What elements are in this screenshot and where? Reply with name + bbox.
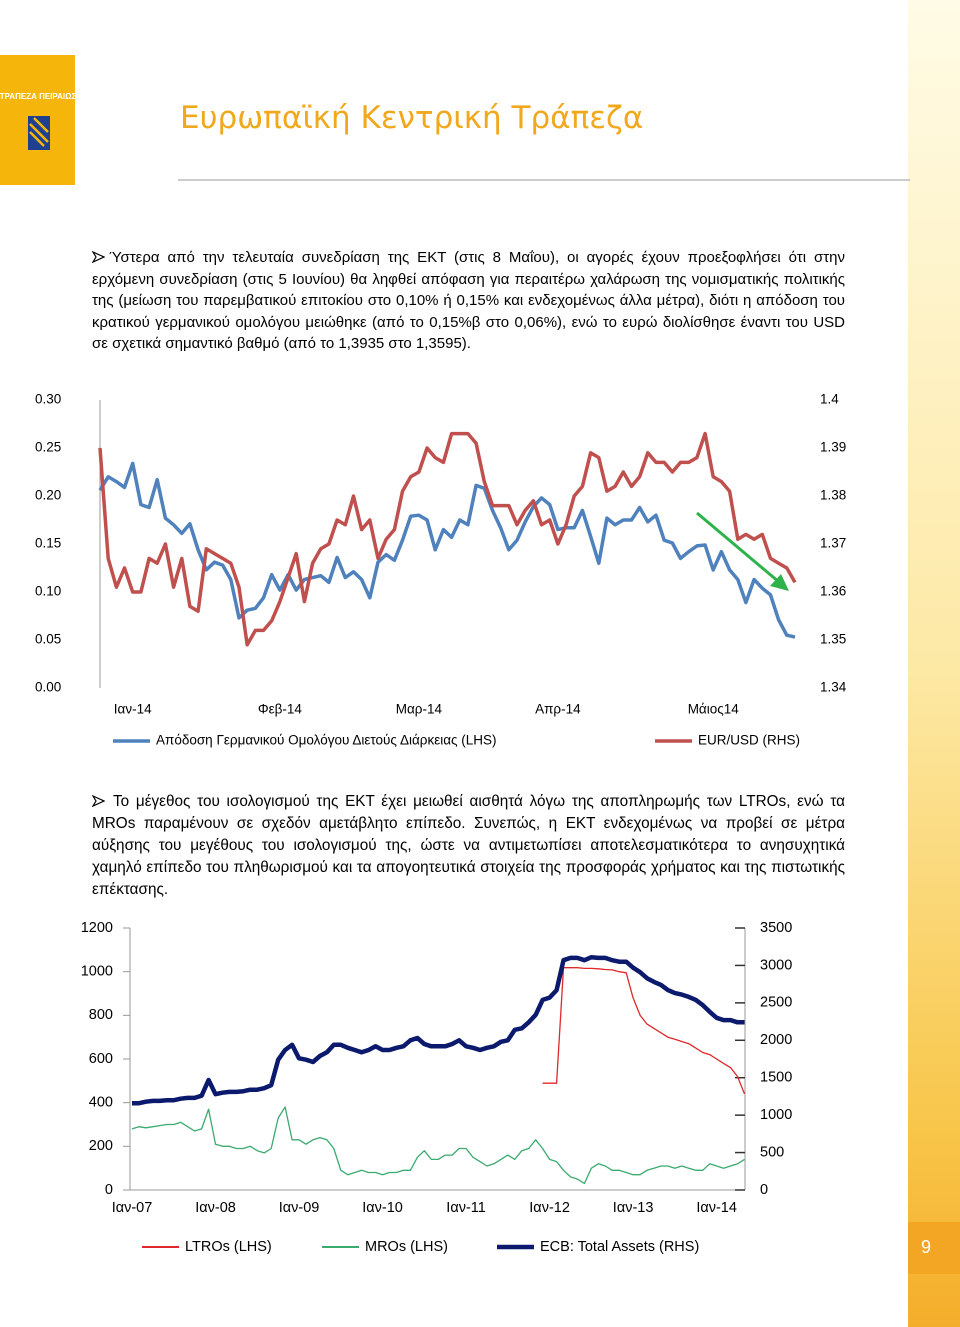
series-line: [132, 954, 745, 1106]
y-tick-label: 0.25: [35, 440, 61, 455]
series-line: [542, 967, 746, 1095]
y-tick-label: 0.20: [35, 488, 61, 503]
x-tick-label: Ιαν-12: [529, 1200, 570, 1216]
y-tick-label: 0.10: [35, 584, 61, 599]
y-tick-label: 0.15: [35, 536, 61, 551]
legend-label: Απόδοση Γερμανικού Ομολόγου Διετούς Διάρ…: [156, 733, 497, 748]
y2-tick-label: 1.38: [820, 488, 846, 503]
y2-tick-label: 1500: [760, 1070, 792, 1086]
y-tick-label: 0.30: [35, 392, 61, 407]
y-tick-label: 0.05: [35, 632, 61, 647]
y2-tick-label: 1.34: [820, 680, 847, 695]
y2-tick-label: 2500: [760, 995, 792, 1011]
x-tick-label: Απρ-14: [535, 702, 581, 717]
x-tick-label: Ιαν-13: [613, 1200, 654, 1216]
y2-tick-label: 3500: [760, 920, 792, 936]
paragraph: Το μέγεθος του ισολογισμού της ΕΚΤ έχει …: [92, 791, 845, 901]
series-line: [98, 461, 796, 639]
page-title: Ευρωπαϊκή Κεντρική Τράπεζα: [180, 100, 644, 136]
x-tick-label: Ιαν-08: [195, 1200, 236, 1216]
legend-label: MROs (LHS): [365, 1239, 448, 1255]
y-tick-label: 1000: [81, 963, 113, 979]
y2-tick-label: 0: [760, 1182, 768, 1198]
y-tick-label: 0.00: [35, 680, 61, 695]
x-tick-label: Μαρ-14: [396, 702, 443, 717]
x-tick-label: Ιαν-07: [112, 1200, 153, 1216]
paragraph-text: Ύστερα από την τελευταία συνεδρίαση της …: [92, 249, 845, 353]
x-tick-label: Ιαν-14: [696, 1200, 737, 1216]
legend-label: ECB: Total Assets (RHS): [540, 1239, 699, 1255]
y2-tick-label: 1000: [760, 1107, 792, 1123]
legend-label: LTROs (LHS): [185, 1239, 272, 1255]
y2-tick-label: 500: [760, 1144, 784, 1160]
logo-emblem: [28, 116, 50, 150]
y2-tick-label: 1.39: [820, 440, 846, 455]
paragraph-text: Το μέγεθος του ισολογισμού της ΕΚΤ έχει …: [92, 793, 845, 898]
trend-arrow: [696, 511, 789, 591]
y2-tick-label: 3000: [760, 957, 792, 973]
paragraph: Ύστερα από την τελευταία συνεδρίαση της …: [92, 247, 845, 355]
x-tick-label: Ιαν-14: [114, 702, 152, 717]
y-tick-label: 200: [89, 1138, 113, 1154]
y2-tick-label: 1.4: [820, 392, 839, 407]
bullet: [92, 795, 105, 807]
y-tick-label: 400: [89, 1094, 113, 1110]
series-line: [98, 431, 797, 647]
bullet: [92, 251, 105, 263]
legend-label: EUR/USD (RHS): [698, 733, 800, 748]
x-tick-label: Ιαν-10: [362, 1200, 403, 1216]
y2-tick-label: 1.37: [820, 536, 846, 551]
side-strip: [908, 0, 960, 1327]
series-line: [131, 1106, 745, 1185]
y-tick-label: 1200: [81, 920, 113, 936]
bank-name: ΤΡΑΠΕΖΑ ΠΕΙΡΑΙΩΣ: [0, 92, 77, 101]
x-tick-label: Ιαν-11: [446, 1200, 486, 1216]
page-number: 9: [921, 1237, 931, 1257]
y-tick-label: 0: [105, 1182, 113, 1198]
y2-tick-label: 1.36: [820, 584, 846, 599]
y-tick-label: 600: [89, 1051, 113, 1067]
page-number-box: [908, 1222, 960, 1274]
x-tick-label: Μάιος14: [688, 702, 740, 717]
x-tick-label: Ιαν-09: [279, 1200, 320, 1216]
x-tick-label: Φεβ-14: [258, 702, 303, 717]
y2-tick-label: 2000: [760, 1032, 792, 1048]
y2-tick-label: 1.35: [820, 632, 846, 647]
y-tick-label: 800: [89, 1007, 113, 1023]
